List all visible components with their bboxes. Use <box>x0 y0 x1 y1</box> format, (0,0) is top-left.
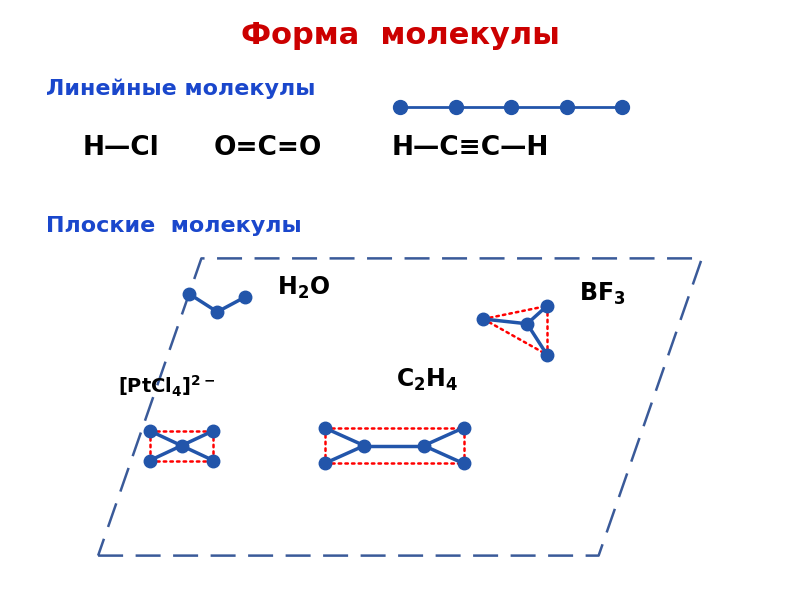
Text: Форма  молекулы: Форма молекулы <box>241 21 559 50</box>
Text: Плоские  молекулы: Плоские молекулы <box>46 215 302 236</box>
Text: H—Cl: H—Cl <box>82 136 159 161</box>
Text: O=C=O: O=C=O <box>214 136 322 161</box>
Text: $\mathbf{[PtCl_4]^{2-}}$: $\mathbf{[PtCl_4]^{2-}}$ <box>118 374 215 399</box>
Text: $\mathbf{BF_3}$: $\mathbf{BF_3}$ <box>578 281 626 307</box>
Text: $\mathbf{H_2O}$: $\mathbf{H_2O}$ <box>277 275 330 301</box>
Text: Линейные молекулы: Линейные молекулы <box>46 79 316 99</box>
Text: $\mathbf{C_2H_4}$: $\mathbf{C_2H_4}$ <box>396 367 458 394</box>
Text: H—C≡C—H: H—C≡C—H <box>392 136 550 161</box>
